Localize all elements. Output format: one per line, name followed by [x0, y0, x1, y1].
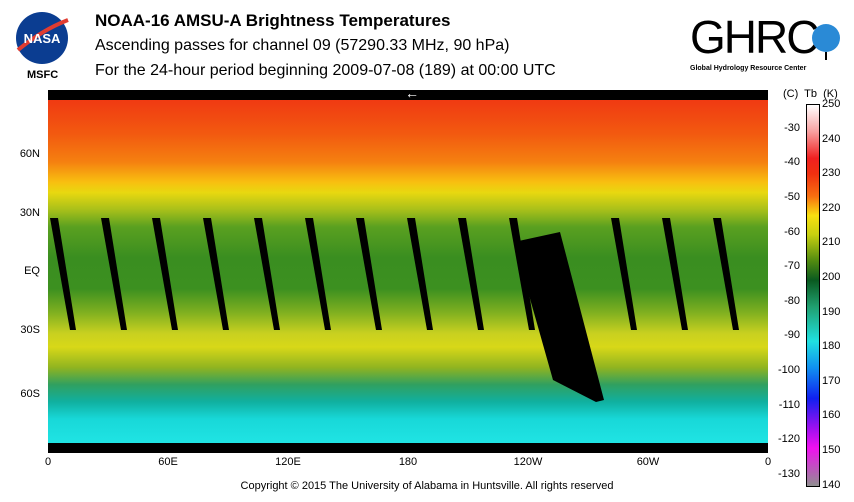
ghrc-full-name: Global Hydrology Resource Center: [690, 65, 807, 72]
swath-gap: [713, 218, 739, 330]
celsius-tick-label: -90: [784, 329, 800, 342]
kelvin-tick-label: 210: [822, 236, 841, 249]
swath-gap: [611, 218, 637, 330]
swath-gap: [203, 218, 229, 330]
period: For the 24-hour period beginning 2009-07…: [95, 62, 556, 79]
celsius-tick-label: -130: [777, 467, 800, 480]
kelvin-tick-label: 150: [822, 444, 841, 456]
kelvin-tick-label: 160: [822, 409, 841, 422]
swath-gap: [662, 218, 688, 330]
kelvin-tick-label: 230: [822, 167, 841, 180]
colorbar-header: (C) Tb (K): [783, 88, 838, 100]
lon-label: 180: [398, 456, 418, 468]
lat-label: 30S: [20, 324, 40, 336]
brightness-map: [48, 100, 768, 443]
lat-label: 30N: [19, 207, 40, 219]
swath-gap: [407, 218, 433, 330]
kelvin-tick-label: 190: [822, 305, 841, 318]
celsius-tick-label: -60: [784, 225, 800, 238]
swath-gap: [254, 218, 280, 330]
lat-label: 60S: [20, 388, 40, 400]
lon-label: 120W: [513, 456, 543, 468]
ghrc-logo: GHRC Global Hydrology Resource Center: [688, 10, 848, 74]
kelvin-tick-label: 180: [822, 340, 841, 353]
kelvin-tick-label: 220: [822, 201, 841, 214]
kelvin-tick-label: 240: [822, 132, 841, 145]
swath-gap: [101, 218, 127, 330]
swath-gap: [152, 218, 178, 330]
swath-gap: [305, 218, 331, 330]
kelvin-tick-label: 140: [822, 478, 841, 491]
celsius-tick-label: -110: [778, 398, 800, 411]
ghrc-logo-text: GHRC: [690, 11, 819, 63]
celsius-tick-label: -40: [784, 156, 800, 169]
subtitle: Ascending passes for channel 09 (57290.3…: [95, 37, 510, 54]
lon-label: 60E: [158, 456, 178, 468]
kelvin-tick-label: 170: [822, 374, 841, 387]
direction-arrow: ←: [405, 85, 419, 101]
swath-gap: [356, 218, 382, 330]
swath-gaps: [50, 218, 739, 402]
lon-label: 0: [44, 456, 52, 468]
lon-label: 60W: [636, 456, 660, 468]
lon-label: 0: [764, 456, 772, 468]
celsius-tick-label: -70: [784, 260, 800, 273]
copyright: Copyright © 2015 The University of Alaba…: [240, 480, 614, 492]
nasa-logo: NASA: [14, 10, 70, 66]
lat-label: EQ: [24, 265, 40, 277]
celsius-tick-label: -30: [784, 121, 800, 134]
swath-gap: [50, 218, 76, 330]
celsius-tick-label: -50: [784, 190, 800, 203]
lon-label: 120E: [275, 456, 301, 468]
page-title: NOAA-16 AMSU-A Brightness Temperatures: [95, 11, 451, 30]
swath-gap: [458, 218, 484, 330]
colorbar: [806, 104, 820, 487]
swath-gap-large: [514, 232, 604, 402]
map-bottom-axis: [48, 443, 768, 453]
celsius-tick-label: -120: [777, 433, 800, 446]
celsius-tick-label: -100: [777, 363, 800, 376]
map-top-bar: [48, 90, 768, 100]
kelvin-tick-label: 250: [822, 98, 841, 110]
nasa-center-label: MSFC: [27, 69, 59, 81]
svg-text:NASA: NASA: [24, 31, 61, 46]
kelvin-tick-label: 200: [822, 271, 841, 283]
celsius-tick-label: -80: [784, 294, 800, 307]
lat-label: 60N: [19, 148, 40, 160]
